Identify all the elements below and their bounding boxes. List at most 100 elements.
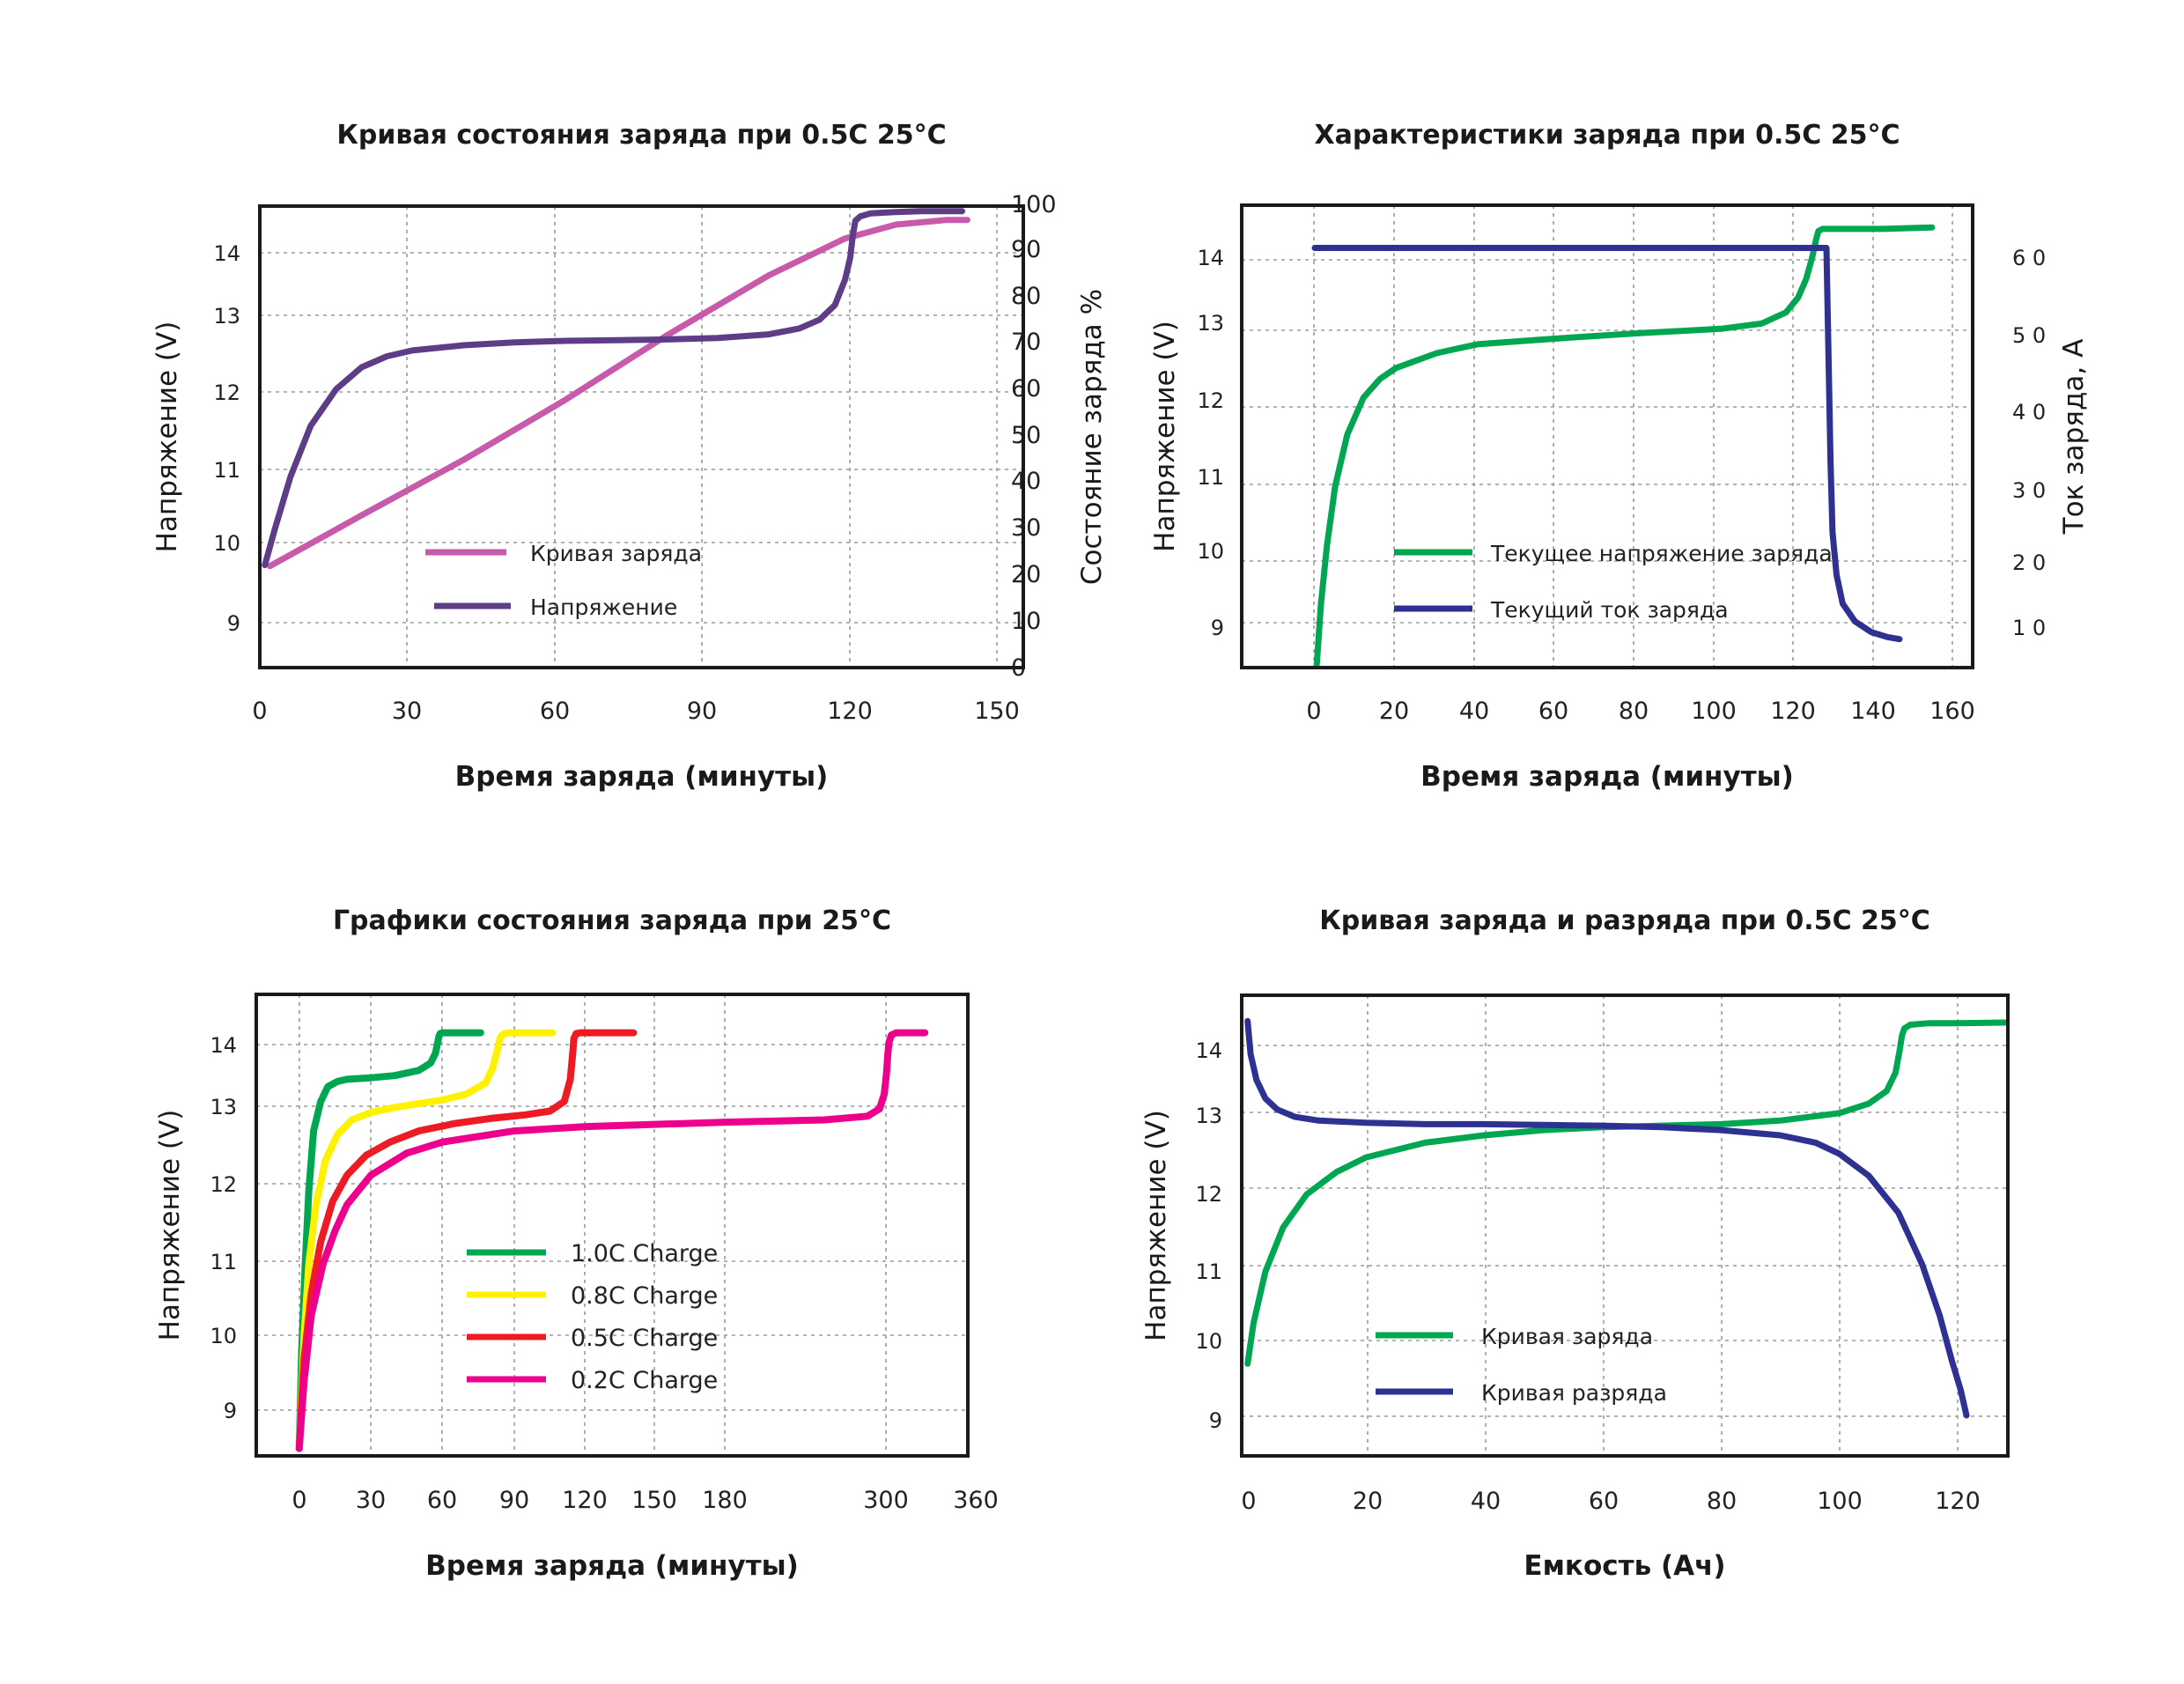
plot-frame: [258, 204, 1025, 669]
y2-tick-label: 20: [1011, 561, 1041, 588]
y2-tick-label: 70: [1011, 329, 1041, 356]
x-tick-label: 30: [356, 1487, 386, 1514]
chart-1: Кривая состояния заряда при 0.5С 25°С Вре…: [151, 120, 1108, 793]
y2-tick-label: 60: [1011, 375, 1041, 403]
x-axis-label: Время заряда (минуты): [455, 761, 829, 793]
plot-frame: [255, 993, 970, 1458]
y-tick-label: 9: [227, 611, 240, 636]
series-line-3: [295, 1029, 638, 1452]
y-tick-label: 13: [1195, 1104, 1222, 1128]
y-tick-label: 14: [213, 241, 240, 266]
x-tick-label: 0: [1241, 1488, 1256, 1515]
y2-tick-label: 80: [1011, 283, 1041, 310]
y-tick-label: 9: [1209, 1408, 1222, 1433]
chart-title: Кривая состояния заряда при 0.5С 25°С: [336, 120, 946, 151]
y2-tick-label: 30: [1011, 514, 1041, 542]
series-line-2: [262, 208, 966, 569]
legend-label: Кривая заряда: [1481, 1324, 1653, 1349]
x-tick-label: 60: [540, 698, 570, 725]
series-line-1: [1313, 224, 1936, 668]
chart-title: Кривая заряда и разряда при 0.5С 25°С: [1319, 905, 1930, 936]
series-line-2: [1311, 245, 1903, 643]
legend-label: 0.8C Charge: [571, 1282, 718, 1310]
y-tick-label: 9: [1211, 616, 1224, 640]
y2-tick-label: 10: [1011, 608, 1041, 635]
legend-label: 0.2C Charge: [571, 1367, 718, 1394]
legend: Кривая заряда Кривая разряда: [1376, 1324, 1667, 1406]
legend-label: 0.5C Charge: [571, 1325, 718, 1352]
y-axis-label: Напряжение (V): [1149, 321, 1181, 552]
chart-title: Характеристики заряда при 0.5С 25°С: [1314, 120, 1900, 151]
x-tick-label: 120: [1770, 698, 1816, 725]
grid: [260, 206, 1023, 668]
x-tick-label: 90: [499, 1487, 529, 1514]
x-tick-label: 60: [1538, 698, 1568, 725]
legend: 1.0C Charge 0.8C Charge 0.5C Charge 0.2C Ch…: [467, 1240, 718, 1394]
y-tick-label: 13: [213, 304, 240, 329]
plot-area: [1244, 1017, 2009, 1419]
y2-tick-label: 3 0: [2012, 478, 2046, 503]
y2-tick-label: 1 0: [2012, 616, 2046, 640]
x-tick-label: 80: [1707, 1488, 1737, 1515]
y-tick-label: 12: [1197, 388, 1224, 413]
y-tick-label: 10: [210, 1324, 237, 1348]
x-tick-label: 100: [1691, 698, 1737, 725]
y-tick-label: 11: [1197, 465, 1224, 490]
x-tick-label: 300: [863, 1487, 909, 1514]
x-tick-label: 30: [392, 698, 422, 725]
legend: Текущее напряжение заряда Текущий ток зар…: [1394, 541, 1833, 623]
grid: [256, 994, 968, 1456]
chart-4: Кривая заряда и разряда при 0.5С 25°С Емк…: [1140, 905, 2010, 1582]
x-tick-label: 90: [687, 698, 717, 725]
x-axis-label: Емкость (Ач): [1524, 1550, 1725, 1582]
y-tick-label: 12: [210, 1172, 237, 1197]
plot-area: [262, 208, 970, 570]
x-tick-label: 0: [252, 698, 267, 725]
y2-tick-label: 50: [1011, 422, 1041, 449]
legend-label: Кривая заряда: [530, 541, 702, 566]
y2-tick-label: 90: [1011, 236, 1041, 263]
series-line-4: [295, 1029, 929, 1452]
series-line-2: [295, 1029, 557, 1452]
chart-2: Характеристики заряда при 0.5С 25°С Время…: [1149, 120, 2090, 793]
y-tick-label: 10: [213, 531, 240, 556]
chart-title: Графики состояния заряда при 25°С: [333, 905, 891, 936]
legend-label: Кривая разряда: [1481, 1380, 1667, 1406]
y-axis-label: Напряжение (V): [151, 321, 183, 553]
y2-axis-label: Состояние заряда %: [1076, 289, 1108, 585]
x-tick-label: 0: [1306, 698, 1321, 725]
y-axis-label: Напряжение (V): [1140, 1110, 1172, 1341]
y-tick-label: 14: [1195, 1038, 1222, 1063]
y-tick-label: 14: [210, 1033, 237, 1058]
y-axis-label: Напряжение (V): [154, 1110, 186, 1341]
y-tick-label: 14: [1197, 246, 1224, 270]
plot-area: [295, 1029, 929, 1452]
y-tick-label: 11: [213, 458, 240, 483]
y-tick-label: 12: [213, 380, 240, 405]
legend-label: Текущий ток заряда: [1490, 597, 1729, 623]
x-tick-label: 0: [291, 1487, 306, 1514]
x-tick-label: 160: [1929, 698, 1975, 725]
series-line-2: [1244, 1017, 1970, 1419]
y-tick-label: 10: [1195, 1329, 1222, 1354]
plot-frame: [1240, 203, 1974, 669]
y2-axis-label: Ток заряда, А: [2058, 339, 2090, 535]
x-tick-label: 140: [1850, 698, 1896, 725]
y-tick-label: 10: [1197, 539, 1224, 564]
y-tick-label: 11: [210, 1250, 237, 1274]
y-tick-label: 13: [210, 1095, 237, 1119]
x-tick-label: 120: [562, 1487, 608, 1514]
x-tick-label: 60: [1589, 1488, 1619, 1515]
x-axis-label: Время заряда (минуты): [1420, 761, 1794, 793]
legend-label: Текущее напряжение заряда: [1490, 541, 1833, 566]
y2-tick-label: 40: [1011, 468, 1041, 495]
y2-tick-label: 6 0: [2012, 246, 2046, 270]
x-tick-label: 150: [631, 1487, 677, 1514]
grid: [1242, 205, 1973, 668]
y2-tick-label: 2 0: [2012, 550, 2046, 575]
x-tick-label: 20: [1353, 1488, 1383, 1515]
plot-frame: [1240, 993, 2010, 1458]
y-tick-label: 12: [1195, 1182, 1222, 1207]
x-tick-label: 20: [1379, 698, 1409, 725]
